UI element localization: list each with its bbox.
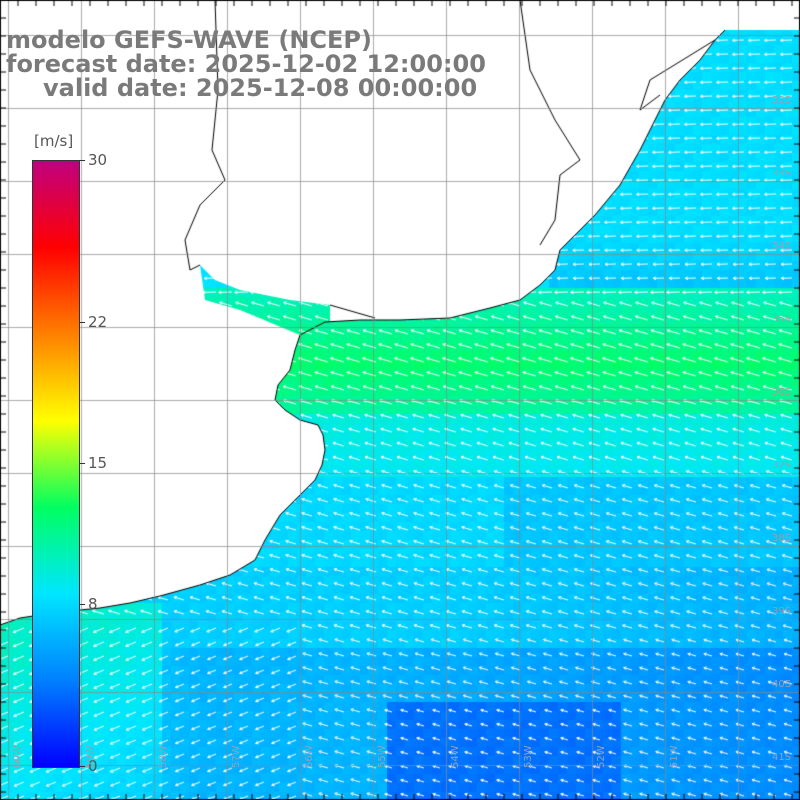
longitude-label: 60W (12, 745, 23, 768)
longitude-label: 59W (85, 745, 96, 768)
colorbar-unit: [m/s] (34, 132, 74, 150)
latitude-label: 33S (772, 168, 792, 179)
latitude-label: 35S (772, 314, 792, 325)
colorbar-tick (79, 321, 85, 323)
valid-date: valid date: 2025-12-08 00:00:00 (43, 74, 478, 102)
colorbar-tick (79, 160, 85, 161)
longitude-label: 58W (158, 745, 169, 768)
latitude-label: 34S (772, 241, 792, 252)
latitude-label: 41S (772, 752, 792, 763)
colorbar-label: 30 (88, 151, 108, 169)
latitude-label: 37S (772, 460, 792, 471)
latitude-label: 39S (772, 606, 792, 617)
colorbar-tick (79, 604, 85, 606)
title-block: modelo GEFS-WAVE (NCEP) forecast date: 2… (6, 28, 486, 100)
longitude-label: 52W (596, 745, 607, 768)
longitude-label: 54W (450, 745, 461, 768)
longitude-label: 57W (231, 745, 242, 768)
latitude-label: 38S (772, 533, 792, 544)
latitude-label: 36S (772, 387, 792, 398)
colorbar-tick (79, 766, 85, 767)
longitude-label: 53W (523, 745, 534, 768)
latitude-label: 40S (772, 679, 792, 690)
forecast-date: forecast date: 2025-12-02 12:00:00 (6, 50, 486, 78)
colorbar-label: 8 (88, 595, 98, 614)
longitude-label: 56W (304, 745, 315, 768)
colorbar-tick (79, 463, 85, 464)
colorbar (32, 160, 80, 768)
model-title: modelo GEFS-WAVE (NCEP) (6, 26, 372, 54)
colorbar-label: 15 (88, 454, 108, 472)
longitude-label: 55W (377, 745, 388, 768)
latitude-label: 32S (772, 95, 792, 106)
longitude-label: 51W (669, 745, 680, 768)
colorbar-label: 22 (88, 312, 108, 331)
colorbar-label: 0 (88, 757, 98, 775)
